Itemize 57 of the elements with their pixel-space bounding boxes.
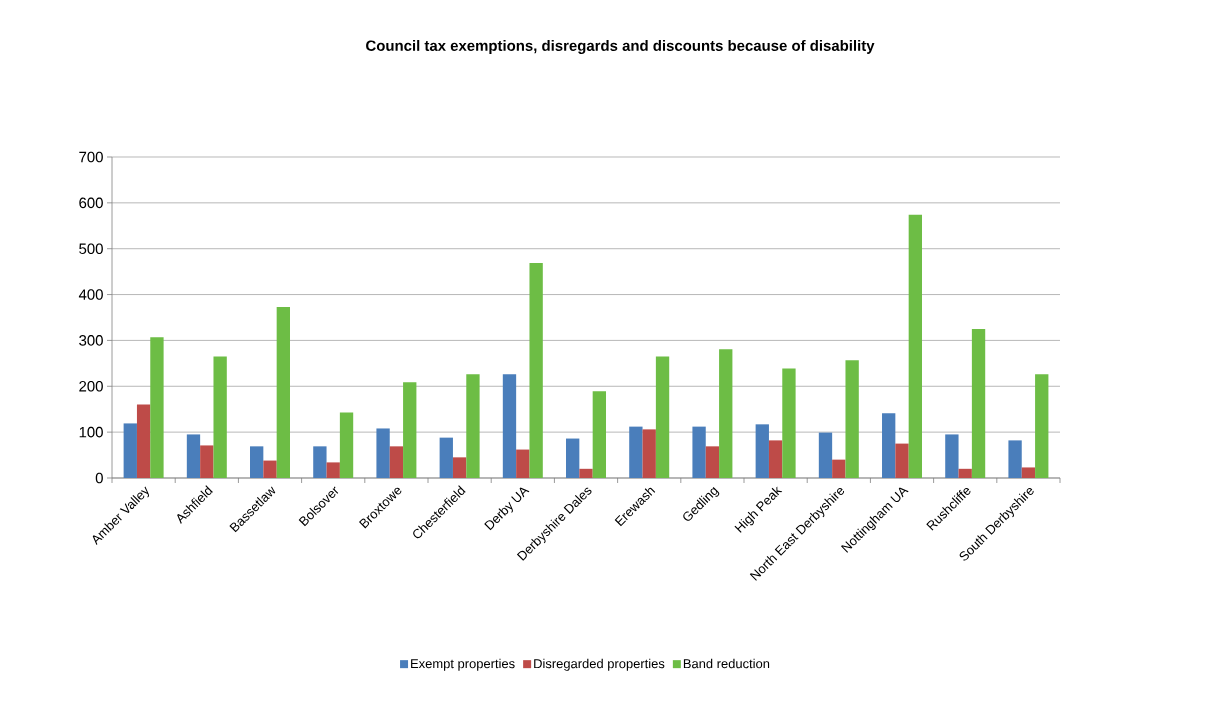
bar <box>642 429 656 478</box>
y-tick-label: 0 <box>95 472 103 484</box>
bar <box>263 460 277 478</box>
legend-label: Exempt properties <box>411 658 515 671</box>
bar <box>971 328 986 478</box>
bar <box>389 446 404 478</box>
bar <box>1008 440 1022 478</box>
bar <box>376 428 390 478</box>
bar <box>832 459 846 478</box>
legend-label: Band reduction <box>683 658 770 669</box>
bar <box>845 360 859 478</box>
bar <box>150 337 164 478</box>
bar <box>592 391 607 478</box>
bar <box>339 412 354 478</box>
bar <box>692 426 706 478</box>
bar <box>908 214 923 478</box>
bar <box>200 445 214 478</box>
bar <box>958 468 972 478</box>
y-tick-label: 300 <box>79 335 103 346</box>
bar <box>655 356 670 478</box>
bar <box>439 437 453 478</box>
bar <box>466 374 480 478</box>
bar <box>705 446 720 478</box>
bar <box>123 423 137 478</box>
bar <box>136 404 151 478</box>
bar <box>755 424 769 478</box>
y-tick-label: 100 <box>79 426 103 438</box>
y-tick-label: 600 <box>79 197 103 209</box>
bar <box>529 262 543 478</box>
bar <box>579 468 593 478</box>
bar <box>403 382 417 478</box>
y-tick-label: 400 <box>78 289 103 300</box>
bar <box>502 374 517 478</box>
legend-label: Disregarded properties <box>534 658 665 671</box>
bar <box>516 449 530 478</box>
bar <box>818 432 833 478</box>
bar <box>213 356 227 478</box>
bar <box>1021 467 1036 478</box>
bar <box>326 462 340 478</box>
y-tick-label: 500 <box>79 243 103 254</box>
bar <box>629 426 643 478</box>
bar <box>186 434 201 478</box>
bar <box>895 443 909 478</box>
chart-title: Council tax exemptions, disregards and discounts because of disability <box>366 39 875 54</box>
y-tick-label: 700 <box>79 151 103 163</box>
bar <box>945 434 959 478</box>
y-tick-label: 200 <box>79 380 103 392</box>
bar <box>452 457 467 478</box>
bar <box>566 438 580 478</box>
bar <box>782 368 796 478</box>
bar <box>1035 374 1049 478</box>
bar <box>313 446 327 478</box>
bar <box>768 440 783 478</box>
bar <box>719 349 733 478</box>
bar <box>276 306 290 478</box>
bar <box>250 446 264 478</box>
bar <box>882 413 896 478</box>
